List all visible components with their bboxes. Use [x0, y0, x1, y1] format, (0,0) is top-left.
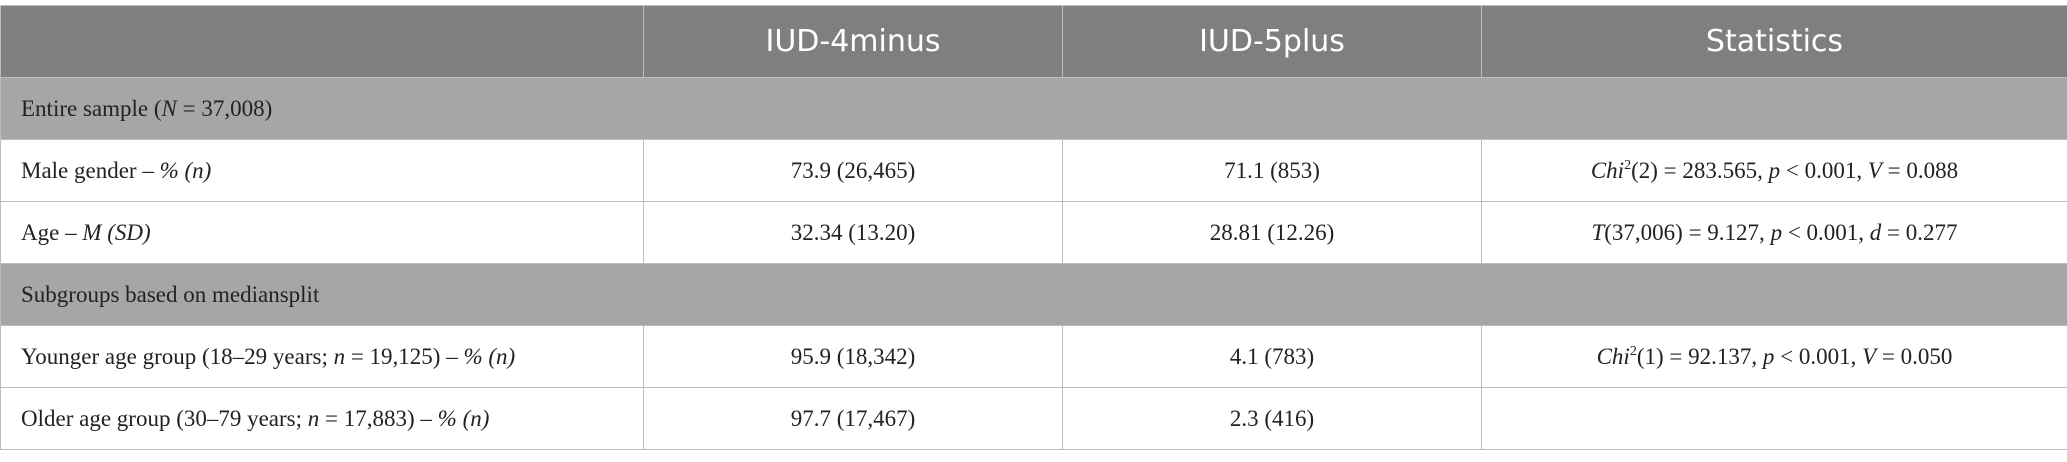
header-cell: IUD-4minus: [644, 6, 1063, 78]
cell: 95.9 (18,342): [644, 326, 1063, 388]
text: n: [334, 344, 346, 369]
text: = 17,883) –: [319, 406, 437, 431]
header-cell: IUD-5plus: [1063, 6, 1482, 78]
data-table: IUD-4minus IUD-5plus Statistics Entire s…: [0, 5, 2067, 450]
section-row: Subgroups based on mediansplit: [1, 264, 2067, 326]
text: Subgroups based on mediansplit: [21, 282, 319, 307]
stat-cell: T(37,006) = 9.127, p < 0.001, d = 0.277: [1482, 202, 2067, 264]
header-row: IUD-4minus IUD-5plus Statistics: [1, 6, 2067, 78]
text: (1) = 92.137,: [1637, 344, 1763, 369]
text: Age –: [21, 220, 82, 245]
section-title: Entire sample (N = 37,008): [1, 78, 2067, 140]
text: Chi: [1597, 344, 1630, 369]
cell: 2.3 (416): [1063, 388, 1482, 450]
stat-cell: Chi2(1) = 92.137, p < 0.001, V = 0.050: [1482, 326, 2067, 388]
header-cell: [1, 6, 644, 78]
text: Older age group (30–79 years;: [21, 406, 308, 431]
cell: 97.7 (17,467): [644, 388, 1063, 450]
cell: 71.1 (853): [1063, 140, 1482, 202]
text: p: [1763, 344, 1775, 369]
header-cell: Statistics: [1482, 6, 2067, 78]
text: N: [162, 96, 177, 121]
cell: 73.9 (26,465): [644, 140, 1063, 202]
row: Older age group (30–79 years; n = 17,883…: [1, 388, 2067, 450]
text: = 0.050: [1876, 344, 1952, 369]
text: % (n): [160, 158, 212, 183]
row-label: Male gender – % (n): [1, 140, 644, 202]
text: T: [1591, 220, 1604, 245]
text: n: [308, 406, 320, 431]
text: < 0.001,: [1780, 158, 1868, 183]
text: d: [1870, 220, 1882, 245]
row-label: Younger age group (18–29 years; n = 19,1…: [1, 326, 644, 388]
stat-cell: [1482, 388, 2067, 450]
text: (37,006) = 9.127,: [1604, 220, 1770, 245]
section-title: Subgroups based on mediansplit: [1, 264, 2067, 326]
text: = 19,125) –: [345, 344, 463, 369]
row: Younger age group (18–29 years; n = 19,1…: [1, 326, 2067, 388]
text: p: [1769, 158, 1781, 183]
text: 2: [1630, 344, 1637, 359]
text: = 37,008): [177, 96, 272, 121]
text: Male gender –: [21, 158, 160, 183]
row-label: Older age group (30–79 years; n = 17,883…: [1, 388, 644, 450]
text: Chi: [1591, 158, 1624, 183]
stat-cell: Chi2(2) = 283.565, p < 0.001, V = 0.088: [1482, 140, 2067, 202]
row-label: Age – M (SD): [1, 202, 644, 264]
row: Age – M (SD) 32.34 (13.20) 28.81 (12.26)…: [1, 202, 2067, 264]
text: p: [1771, 220, 1783, 245]
text: (2) = 283.565,: [1631, 158, 1769, 183]
text: < 0.001,: [1782, 220, 1870, 245]
row: Male gender – % (n) 73.9 (26,465) 71.1 (…: [1, 140, 2067, 202]
text: V: [1862, 344, 1876, 369]
text: = 0.277: [1881, 220, 1957, 245]
text: < 0.001,: [1774, 344, 1862, 369]
text: % (n): [438, 406, 490, 431]
page: IUD-4minus IUD-5plus Statistics Entire s…: [0, 5, 2067, 462]
text: Entire sample (: [21, 96, 162, 121]
cell: 4.1 (783): [1063, 326, 1482, 388]
section-row: Entire sample (N = 37,008): [1, 78, 2067, 140]
text: = 0.088: [1882, 158, 1958, 183]
text: Younger age group (18–29 years;: [21, 344, 334, 369]
cell: 32.34 (13.20): [644, 202, 1063, 264]
text: M (SD): [82, 220, 150, 245]
text: V: [1868, 158, 1882, 183]
cell: 28.81 (12.26): [1063, 202, 1482, 264]
text: % (n): [463, 344, 515, 369]
